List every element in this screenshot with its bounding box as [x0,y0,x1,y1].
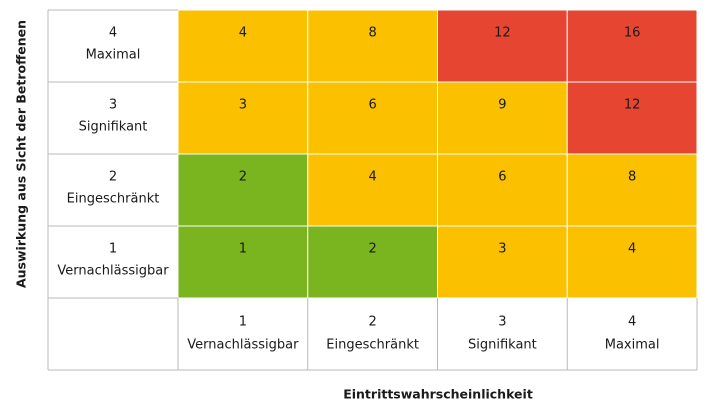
risk-cell [177,153,309,227]
risk-cell [307,153,438,227]
cell-value: 3 [498,242,506,257]
column-label: Eingeschränkt [326,338,419,353]
cell-value: 8 [368,26,376,41]
row-label: Maximal [86,48,141,63]
y-axis-title: Auswirkung aus Sicht der Betroffenen [14,20,29,288]
risk-cell [566,153,698,227]
row-number: 3 [109,98,117,113]
row-label: Signifikant [79,120,148,135]
risk-cell [566,9,698,83]
risk-cell [177,81,309,155]
row-label: Eingeschränkt [67,192,160,207]
cell-value: 4 [239,26,247,41]
row-number: 4 [109,26,117,41]
risk-cell [437,153,568,227]
risk-cell [307,81,438,155]
column-label: Maximal [605,338,660,353]
cell-value: 4 [368,170,376,185]
cell-value: 1 [239,242,247,257]
column-number: 4 [628,315,636,330]
cell-value: 4 [628,242,636,257]
row-label: Vernachlässigbar [57,264,169,279]
x-axis-title: Eintrittswahrscheinlichkeit [343,387,533,402]
risk-cell [566,81,698,155]
cell-value: 9 [498,98,506,113]
cell-value: 6 [368,98,376,113]
row-number: 1 [109,242,117,257]
row-number: 2 [109,170,117,185]
risk-cell [307,225,438,299]
column-label: Vernachlässigbar [187,338,299,353]
cell-value: 12 [494,26,511,41]
column-number: 2 [368,315,376,330]
risk-cell [307,9,438,83]
cell-value: 16 [624,26,641,41]
risk-cell [437,81,568,155]
cell-value: 6 [498,170,506,185]
cell-value: 12 [624,98,641,113]
risk-cell [177,225,309,299]
column-number: 1 [239,315,247,330]
risk-cell [566,225,698,299]
risk-cell [437,225,568,299]
risk-cell [437,9,568,83]
cell-value: 2 [239,170,247,185]
cell-value: 2 [368,242,376,257]
column-number: 3 [498,315,506,330]
cell-value: 8 [628,170,636,185]
risk-cell [177,9,309,83]
cell-value: 3 [239,98,247,113]
column-label: Signifikant [468,338,537,353]
